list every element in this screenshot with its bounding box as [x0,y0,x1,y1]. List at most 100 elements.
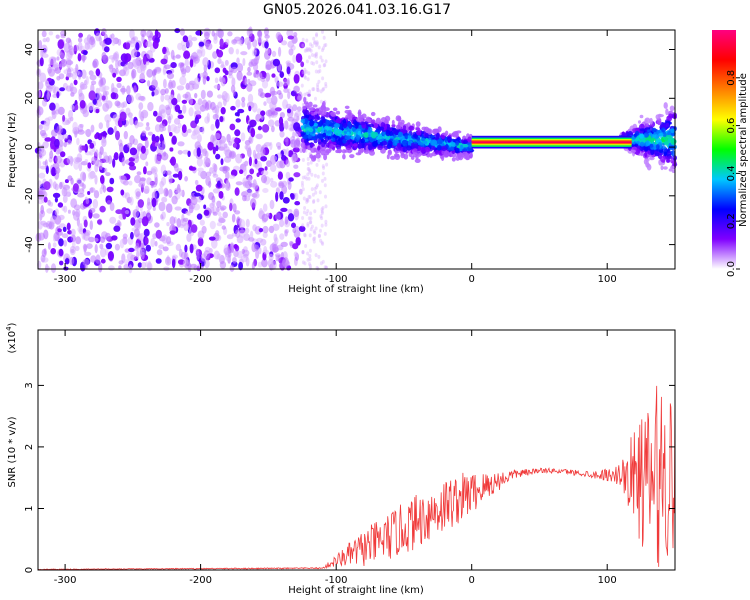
spectrogram-cell [634,148,641,156]
spectrogram-cell [276,90,282,95]
spectrogram-cell [241,248,245,255]
spectrogram-cell [284,216,289,225]
spectrogram-cell [443,150,450,157]
spectrogram-cell [305,109,310,116]
spectrogram-cell [54,67,61,74]
spectrogram-cell [293,32,298,37]
spectrogram-cell [46,208,54,214]
spectrogram-cell [182,35,189,43]
spectrogram-cell [268,253,274,261]
spectrogram-cell [264,166,268,171]
spectrogram-cell [130,217,136,226]
spectrogram-cell [109,216,117,224]
spectrogram-cell [351,127,356,132]
spectrogram-cell [39,129,47,137]
spectrogram-cell [324,59,328,64]
spectrogram-cell [107,127,114,135]
x-tick-label: 100 [598,575,617,586]
spectrogram-cell [293,164,299,169]
spectrogram-cell [93,190,100,199]
spectrogram-cell [231,213,236,223]
spectrogram-cell [235,153,243,164]
spectrogram-cell [303,232,307,237]
spectrogram-cell [121,157,126,167]
spectrogram-cell [242,58,246,66]
spectrogram-cell [42,141,49,149]
spectrogram-cell [204,150,209,159]
spectrogram-cell [137,246,143,257]
spectrogram-cell [309,220,313,225]
spectrogram-cell [270,63,275,69]
spectrogram-cell [133,59,141,69]
spectrogram-cell [165,50,171,56]
spectrogram-cell [303,70,307,75]
spectrogram-cell [171,135,177,145]
spectrogram-cell [319,238,323,243]
spectrogram-cell [663,166,668,170]
spectrogram-cell [60,59,66,65]
spectrogram-cell [315,32,319,37]
spectrogram-cell [217,101,223,109]
spectrogram-cell [158,187,164,195]
spectrogram-cell [146,170,153,176]
spectrogram-cell [89,187,96,193]
spectrogram-cell [212,188,221,194]
spectrogram-cell [315,108,320,112]
spectrogram-cell [650,148,655,156]
spectrogram-cell [63,42,71,53]
spectrogram-cell [277,171,283,180]
spectrogram-cell [129,196,134,206]
spectrogram-cell [253,69,260,79]
colorbar-tick-label: 0.4 [726,165,737,181]
spectrogram-cell [286,29,294,37]
spectrogram-cell [84,251,92,256]
spectrogram-cell [669,105,675,112]
spectrogram-cell [312,239,316,244]
spectrogram-cell [663,149,668,156]
spectrogram-cell [417,141,424,146]
spectrogram-cell [649,117,653,125]
spectrogram-cell [174,28,181,34]
spectrogram-cell [306,221,310,226]
spectrogram-cell [54,234,59,242]
spectrogram-cell [143,187,150,193]
spectrogram-cell [212,146,216,155]
spectrogram-cell [162,66,167,76]
spectrogram-cell [169,124,177,133]
spectrogram-cell [56,56,60,61]
spectrogram-cell [58,181,63,190]
spectrogram-cell [176,85,185,91]
spectrogram-cell [450,141,456,148]
spectrogram-cell [323,231,327,236]
spectrogram-cell [315,40,319,45]
spectrogram-cell [293,172,301,178]
spectrogram-cell [663,102,668,109]
spectrogram-cell [126,94,134,104]
spectrogram-cell [122,233,128,239]
spectrogram-cell [660,165,664,171]
spectrogram-cell [266,96,272,104]
spectrogram-cell [43,196,48,203]
spectrogram-cell [397,116,402,123]
spectrogram-cell [199,219,205,226]
spectrogram-cell [73,79,78,86]
spectrogram-cell [307,216,311,221]
spectrogram-cell [324,43,328,47]
spectrogram-cell [270,164,277,173]
spectrogram-cell [415,121,421,127]
spectrogram-cell [211,238,218,249]
spectrogram-cell [404,134,408,139]
spectrogram-cell [294,131,301,137]
spectrogram-cell [202,74,207,85]
spectrogram-cell [293,139,301,149]
spectrogram-cell [129,117,134,126]
spectrogram-cell [279,130,285,138]
spectrogram-cell [50,215,58,225]
spectrogram-cell [79,223,83,232]
spectrogram-cell [193,129,199,135]
spectrogram-cell [152,40,159,49]
spectrogram-cell [357,143,362,150]
spectrogram-cell [51,109,56,115]
spectrogram-cell [41,248,47,258]
spectrogram-cell [671,160,677,164]
